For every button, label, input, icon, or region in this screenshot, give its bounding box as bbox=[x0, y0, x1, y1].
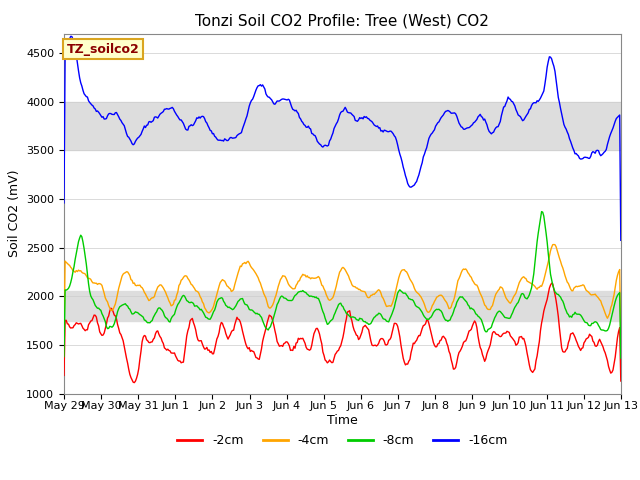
Bar bbox=[64, 102, 621, 150]
Title: Tonzi Soil CO2 Profile: Tree (West) CO2: Tonzi Soil CO2 Profile: Tree (West) CO2 bbox=[195, 13, 490, 28]
Y-axis label: Soil CO2 (mV): Soil CO2 (mV) bbox=[8, 170, 20, 257]
Bar bbox=[64, 291, 621, 321]
Legend: -2cm, -4cm, -8cm, -16cm: -2cm, -4cm, -8cm, -16cm bbox=[172, 429, 513, 452]
X-axis label: Time: Time bbox=[327, 414, 358, 427]
Text: TZ_soilco2: TZ_soilco2 bbox=[67, 43, 140, 56]
